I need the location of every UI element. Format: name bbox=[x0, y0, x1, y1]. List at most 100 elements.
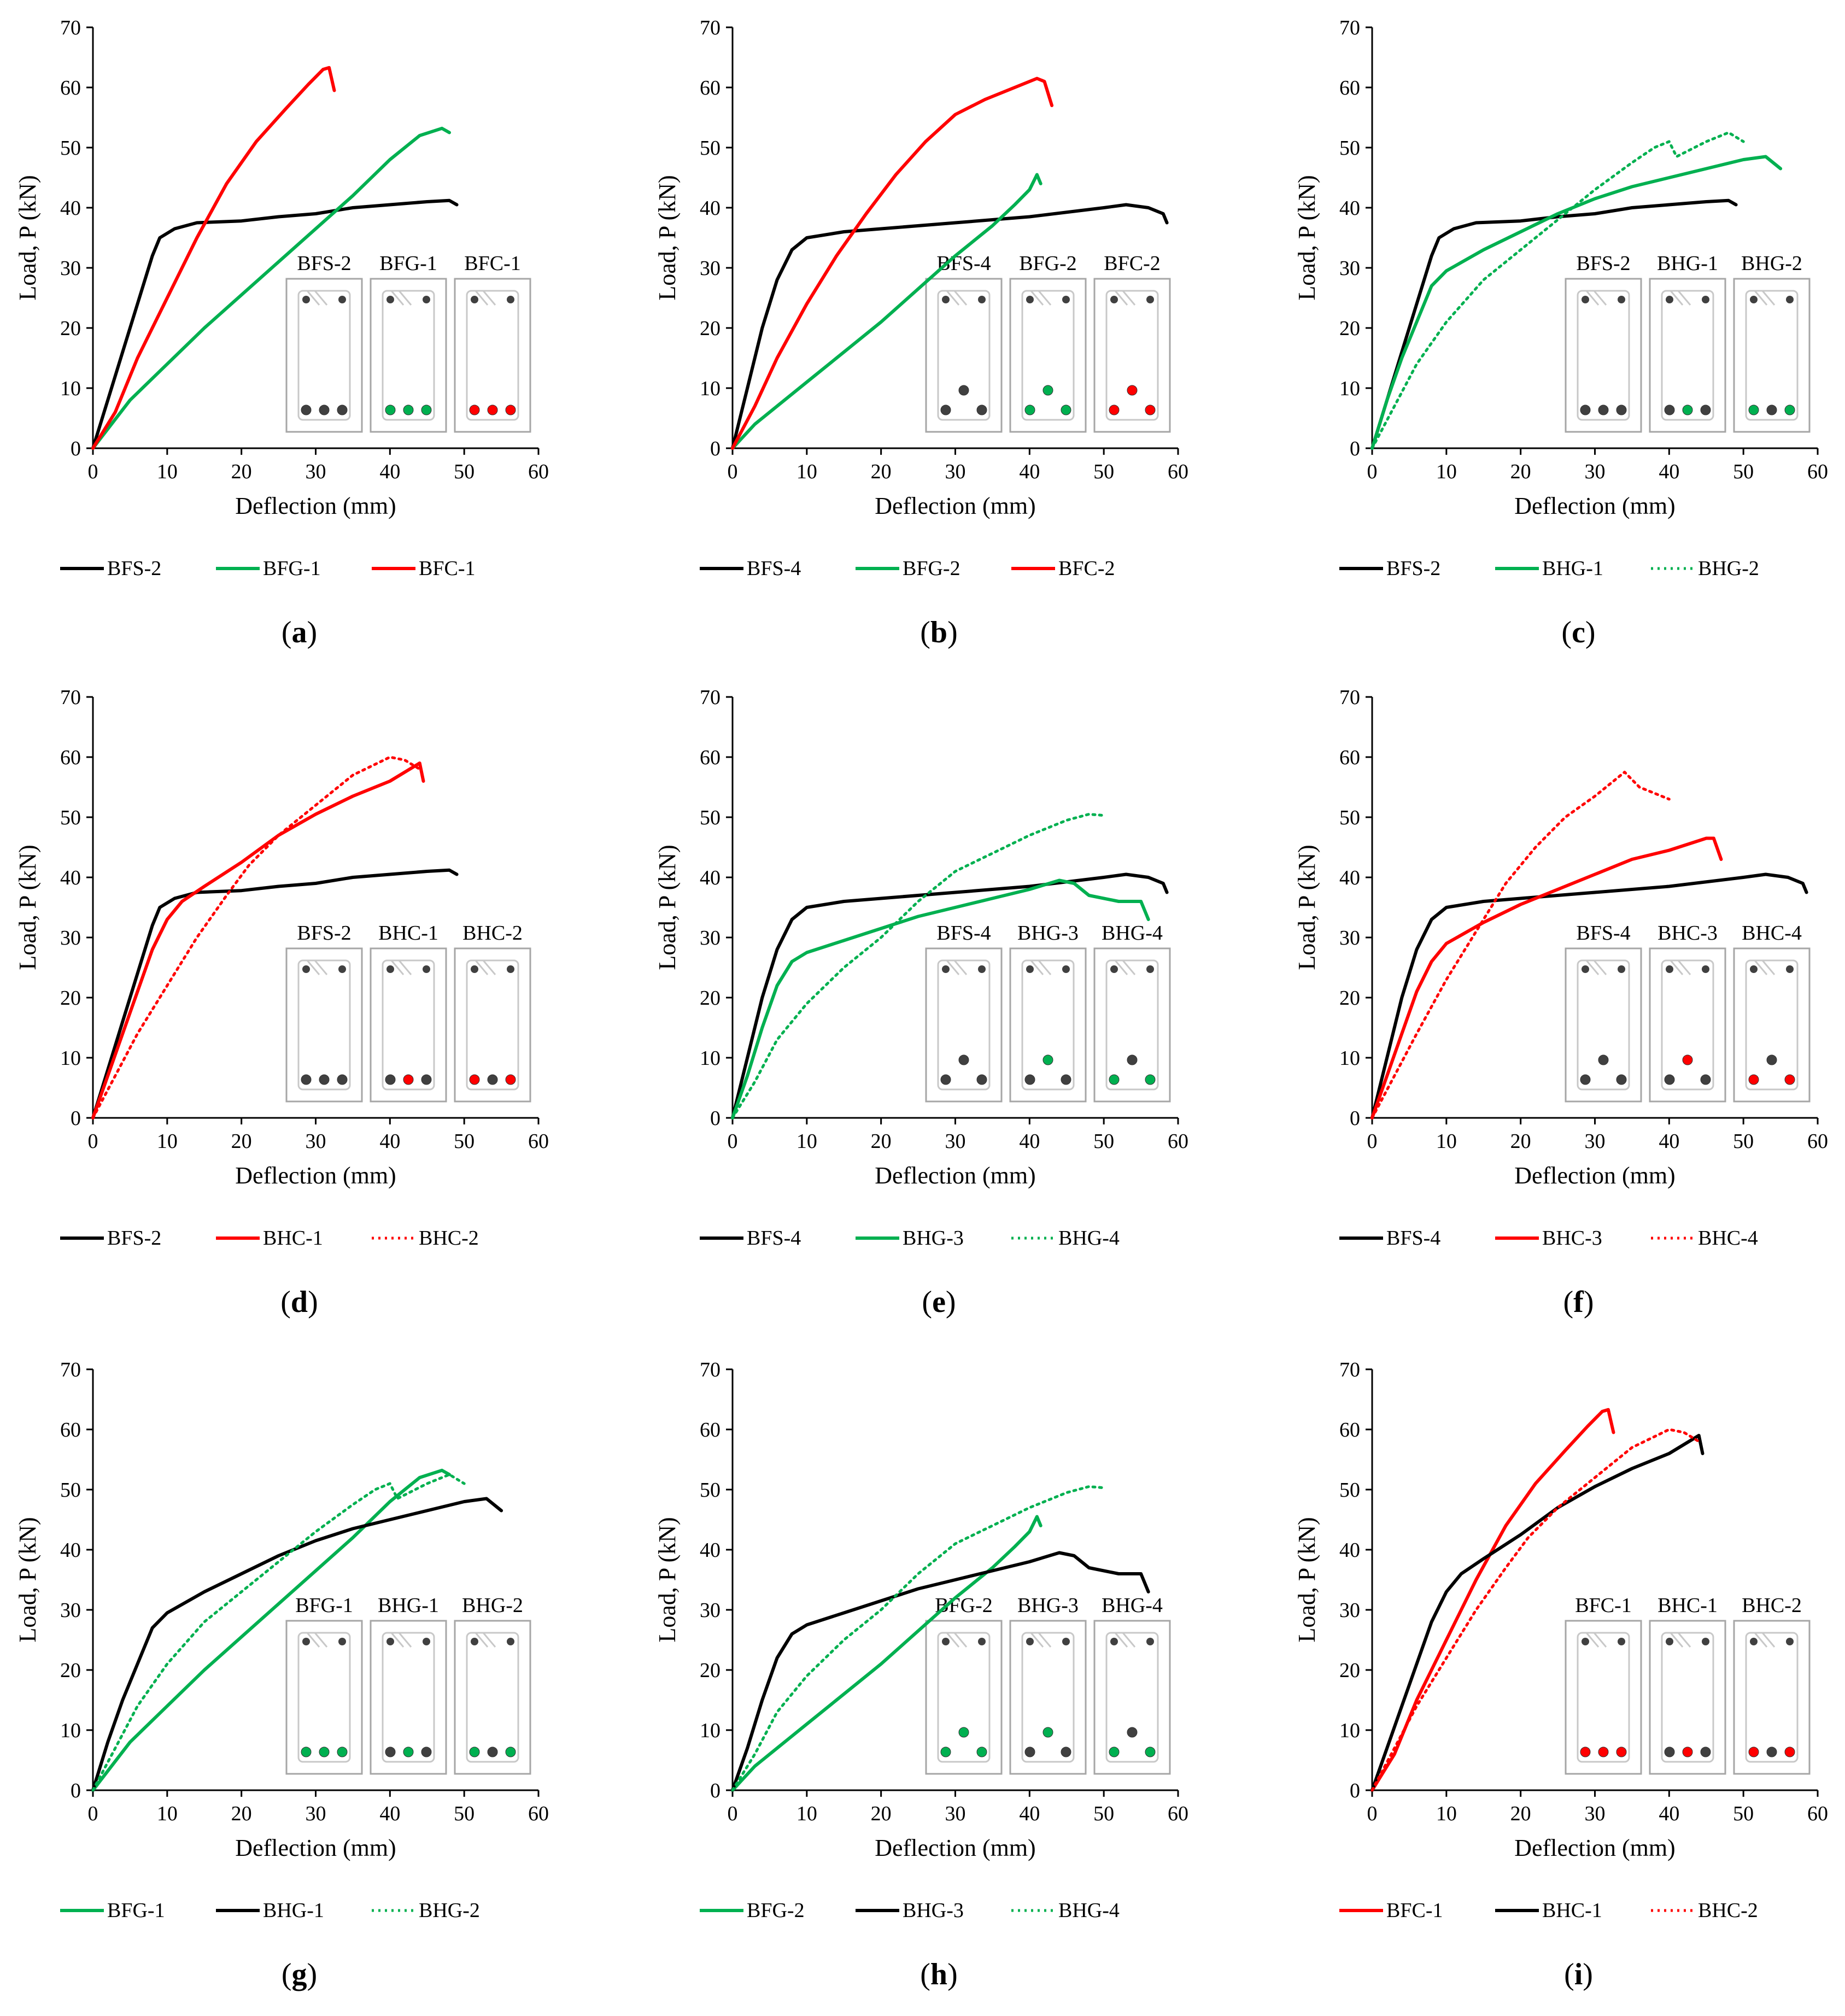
section-diagram-bhg-2: BHG-2 bbox=[1733, 252, 1811, 433]
top-bar bbox=[1062, 1638, 1070, 1645]
x-tick-label: 30 bbox=[945, 1130, 966, 1153]
bottom-bar bbox=[1024, 405, 1035, 415]
stirrup-hook bbox=[1761, 290, 1776, 306]
bottom-bar bbox=[1580, 405, 1591, 415]
y-tick-label: 0 bbox=[710, 1779, 721, 1802]
stirrup bbox=[1021, 959, 1075, 1091]
bottom-bar bbox=[319, 1074, 330, 1085]
legend-label: BHC-2 bbox=[1698, 1899, 1758, 1922]
y-tick-label: 0 bbox=[71, 1779, 81, 1802]
x-tick-label: 10 bbox=[796, 1802, 817, 1825]
stirrup-hook bbox=[398, 1632, 412, 1648]
section-diagram-bfs-2: BFS-2 bbox=[285, 922, 363, 1103]
y-tick-label: 70 bbox=[700, 16, 721, 39]
y-tick-label: 60 bbox=[700, 77, 721, 99]
bottom-bar bbox=[1700, 1074, 1711, 1085]
bottom-bar bbox=[1616, 1747, 1627, 1757]
top-bar bbox=[1582, 965, 1589, 973]
bottom-bar bbox=[1616, 1074, 1627, 1085]
top-bar bbox=[1062, 965, 1070, 973]
y-tick-label: 40 bbox=[60, 866, 81, 889]
top-bar bbox=[1786, 296, 1794, 303]
legend-label: BFS-2 bbox=[107, 1227, 161, 1250]
top-bar bbox=[1146, 296, 1154, 303]
stirrup-hook bbox=[1593, 960, 1607, 975]
top-bar bbox=[978, 965, 986, 973]
series-line-bhc-1 bbox=[1370, 1434, 1705, 1792]
top-bar bbox=[1026, 1638, 1034, 1645]
bottom-bar bbox=[421, 1747, 432, 1757]
top-bar bbox=[302, 965, 310, 973]
y-tick-label: 70 bbox=[1339, 686, 1360, 709]
section-diagram-bfg-1: BFG-1 bbox=[370, 252, 447, 433]
stirrup-hook bbox=[1677, 1632, 1691, 1648]
section-label: BFG-1 bbox=[379, 252, 437, 275]
section-label: BFS-2 bbox=[297, 252, 351, 275]
legend-label: BHG-4 bbox=[1058, 1899, 1120, 1922]
stirrup-hook bbox=[482, 1632, 496, 1648]
x-tick-label: 20 bbox=[231, 1802, 252, 1825]
x-tick-label: 30 bbox=[306, 1130, 326, 1153]
y-tick-label: 10 bbox=[1339, 1047, 1360, 1070]
bottom-bar bbox=[1682, 405, 1693, 415]
bottom-bar bbox=[469, 1074, 480, 1085]
x-tick-label: 40 bbox=[379, 1130, 400, 1153]
stirrup bbox=[1745, 1632, 1799, 1763]
top-bar bbox=[1026, 296, 1034, 303]
x-tick-label: 30 bbox=[306, 1802, 326, 1825]
x-tick-label: 10 bbox=[157, 460, 178, 483]
section-label: BHG-3 bbox=[1017, 1594, 1079, 1617]
top-bar bbox=[386, 1638, 394, 1645]
y-axis-title: Load, P (kN) bbox=[14, 845, 41, 970]
y-tick-label: 70 bbox=[1339, 16, 1360, 39]
bottom-bar bbox=[976, 1747, 987, 1757]
top-bar bbox=[1750, 296, 1758, 303]
x-tick-label: 60 bbox=[1168, 1802, 1188, 1825]
bottom-bar bbox=[1061, 1747, 1071, 1757]
x-tick-label: 30 bbox=[306, 460, 326, 483]
top-bar bbox=[302, 296, 310, 303]
bottom-bar bbox=[1109, 405, 1120, 415]
legend-label: BFS-2 bbox=[107, 557, 161, 580]
section-label: BHC-1 bbox=[378, 922, 438, 945]
stirrup bbox=[466, 1632, 519, 1763]
y-tick-label: 50 bbox=[700, 1479, 721, 1502]
y-tick-label: 10 bbox=[1339, 1719, 1360, 1742]
second-layer-bar bbox=[1127, 1727, 1138, 1738]
y-tick-label: 20 bbox=[60, 1659, 81, 1682]
bottom-bar bbox=[301, 1747, 312, 1757]
stirrup-hook bbox=[482, 290, 496, 306]
section-label: BHC-2 bbox=[462, 922, 523, 945]
y-tick-label: 30 bbox=[700, 927, 721, 950]
stirrup-hook bbox=[953, 290, 968, 306]
y-tick-label: 60 bbox=[700, 1419, 721, 1441]
series-line-bfg-2 bbox=[731, 173, 1042, 450]
y-tick-label: 50 bbox=[60, 806, 81, 829]
x-tick-label: 50 bbox=[454, 1802, 475, 1825]
y-tick-label: 40 bbox=[60, 197, 81, 220]
y-tick-label: 0 bbox=[71, 437, 81, 460]
chart-panel-e: 0 10 20 30 40 50 60 0 10 20 30 40 50 60 70 Deflection (… bbox=[654, 686, 1188, 1319]
top-bar bbox=[338, 965, 346, 973]
section-diagram-bfg-2: BFG-2 bbox=[925, 1594, 1003, 1775]
legend-label: BFG-2 bbox=[903, 557, 960, 580]
top-bar bbox=[1666, 1638, 1673, 1645]
stirrup bbox=[382, 959, 435, 1091]
chart-panel-a: 0 10 20 30 40 50 60 0 10 20 30 40 50 60 70 Deflection (… bbox=[14, 16, 549, 649]
bottom-bar bbox=[1024, 1747, 1035, 1757]
y-tick-label: 60 bbox=[700, 746, 721, 769]
section-label: BHC-1 bbox=[1657, 1594, 1718, 1617]
bottom-bar bbox=[1784, 1747, 1795, 1757]
y-tick-label: 30 bbox=[60, 927, 81, 950]
section-diagram-bhc-1: BHC-1 bbox=[370, 922, 447, 1103]
y-tick-label: 70 bbox=[700, 1358, 721, 1381]
chart-panel-h: 0 10 20 30 40 50 60 0 10 20 30 40 50 60 70 Deflection (… bbox=[654, 1358, 1188, 1991]
stirrup-hook bbox=[1585, 1632, 1600, 1648]
x-tick-label: 20 bbox=[871, 460, 892, 483]
legend-label: BFC-2 bbox=[1058, 557, 1115, 580]
legend-label: BFG-1 bbox=[263, 557, 321, 580]
stirrup-hook bbox=[475, 1632, 489, 1648]
section-diagram-bfs-2: BFS-2 bbox=[1565, 252, 1642, 433]
x-tick-label: 50 bbox=[1093, 1802, 1114, 1825]
